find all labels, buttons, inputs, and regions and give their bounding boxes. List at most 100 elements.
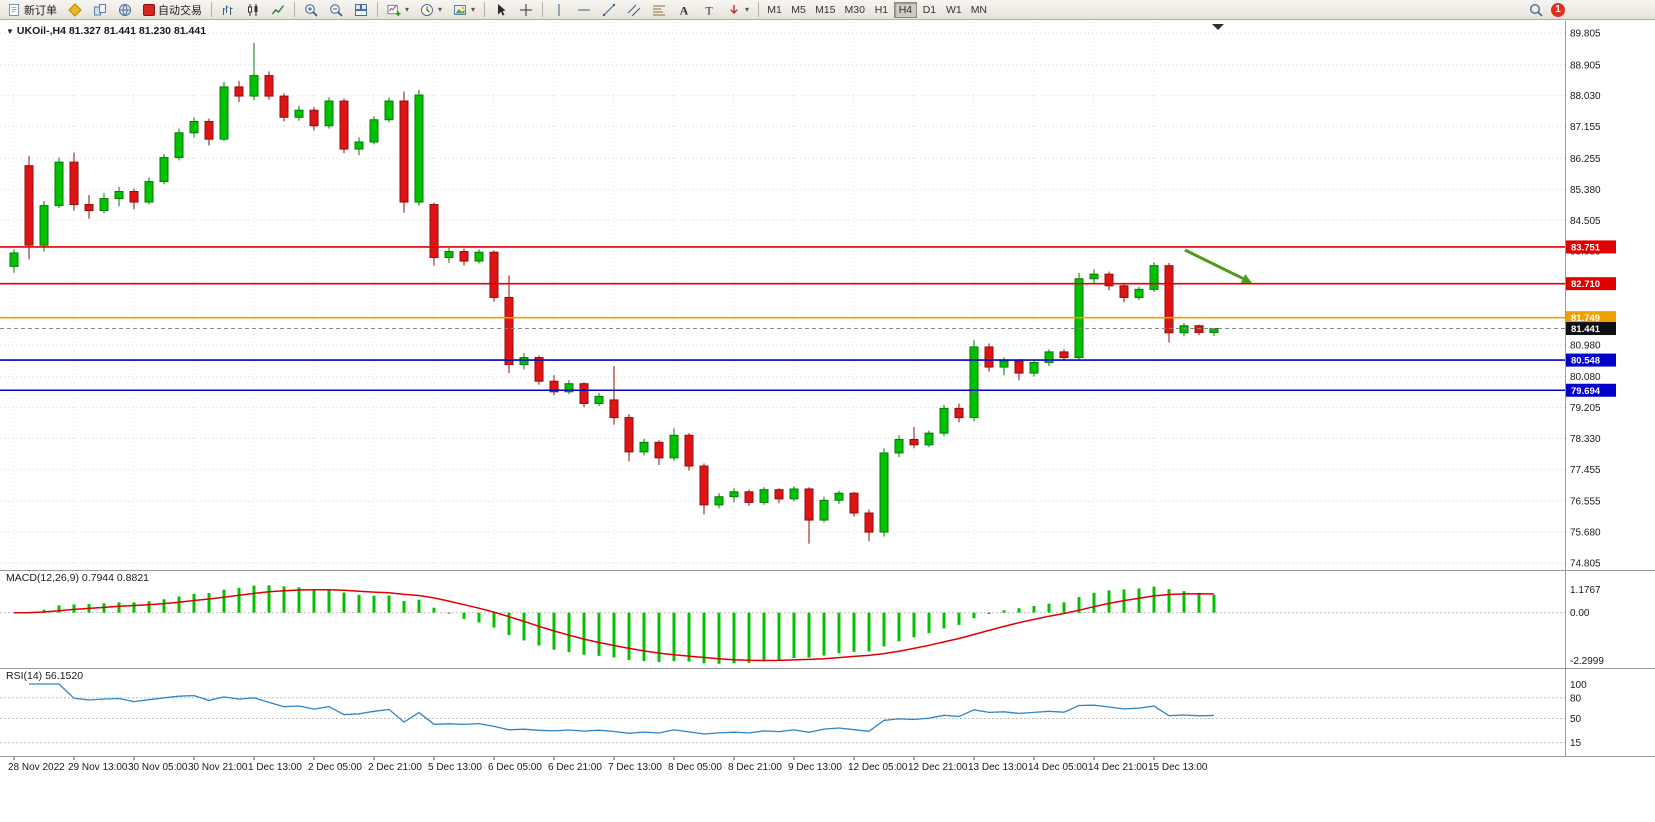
zoom-in-button[interactable]	[299, 1, 323, 18]
search-icon[interactable]	[1529, 3, 1543, 17]
trendline-tool-button[interactable]	[597, 1, 621, 18]
price-axis[interactable]: 89.805 88.905 88.030 87.155 86.255 85.380 84.5…	[1566, 29, 1616, 750]
vertical-line-icon	[558, 3, 560, 16]
timeframe-h1-button[interactable]: H1	[870, 2, 893, 18]
time-axis[interactable]: 28 Nov 2022 29 Nov 13:00 30 Nov 05:00 30 No…	[8, 756, 1208, 773]
channel-icon	[627, 4, 641, 16]
candlestick-chart-button[interactable]	[241, 1, 265, 18]
terminal-button[interactable]	[113, 1, 137, 18]
text-t-icon: T	[705, 3, 713, 17]
timeframe-h4-button[interactable]: H4	[893, 1, 917, 18]
svg-text:80.980: 80.980	[1570, 340, 1601, 351]
timeframe-w1-button[interactable]: W1	[942, 2, 966, 18]
svg-text:30 Nov 21:00: 30 Nov 21:00	[188, 762, 248, 773]
timeframe-m1-button[interactable]: M1	[763, 2, 786, 18]
svg-text:28 Nov 2022: 28 Nov 2022	[8, 762, 65, 773]
period-button[interactable]: ▾	[415, 1, 447, 18]
autotrading-label: 自动交易	[158, 4, 202, 17]
new-order-button[interactable]: 新订单	[2, 1, 62, 18]
svg-text:2 Dec 21:00: 2 Dec 21:00	[368, 762, 422, 773]
svg-text:9 Dec 13:00: 9 Dec 13:00	[788, 762, 842, 773]
timeframe-d1-button[interactable]: D1	[918, 2, 941, 18]
svg-text:81.441: 81.441	[1571, 324, 1601, 335]
candles-layer	[9, 24, 1224, 544]
tile-windows-button[interactable]	[349, 1, 373, 18]
macd-header: MACD(12,26,9) 0.7944 0.8821	[6, 572, 150, 584]
main-toolbar: 新订单 自动交易	[0, 0, 1655, 20]
fibonacci-tool-button[interactable]	[647, 1, 671, 18]
svg-text:7 Dec 13:00: 7 Dec 13:00	[608, 762, 662, 773]
autotrading-button[interactable]: 自动交易	[138, 1, 207, 18]
svg-text:88.030: 88.030	[1570, 91, 1601, 102]
chevron-down-icon: ▾	[405, 5, 410, 14]
svg-text:76.555: 76.555	[1570, 497, 1601, 508]
arrows-tool-button[interactable]: ▾	[722, 1, 754, 18]
svg-text:87.155: 87.155	[1570, 122, 1601, 133]
bar-chart-button[interactable]	[216, 1, 240, 18]
fibonacci-icon	[653, 5, 666, 15]
svg-text:8 Dec 05:00: 8 Dec 05:00	[668, 762, 722, 773]
navigator-button[interactable]	[88, 1, 112, 18]
svg-text:14 Dec 05:00: 14 Dec 05:00	[1028, 762, 1088, 773]
crosshair-tool-button[interactable]	[514, 1, 538, 18]
channel-tool-button[interactable]	[622, 1, 646, 18]
new-chart-button[interactable]: ▾	[382, 1, 414, 18]
template-button[interactable]: ▾	[448, 1, 480, 18]
svg-text:81.749: 81.749	[1571, 313, 1600, 324]
timeframe-m15-button[interactable]: M15	[811, 2, 839, 18]
toolbar-separator	[484, 2, 486, 17]
svg-text:15: 15	[1570, 738, 1582, 749]
svg-text:T: T	[705, 3, 713, 17]
zoom-out-button[interactable]	[324, 1, 348, 18]
timeframe-m30-button[interactable]: M30	[841, 2, 869, 18]
svg-text:5 Dec 13:00: 5 Dec 13:00	[428, 762, 482, 773]
svg-text:6 Dec 05:00: 6 Dec 05:00	[488, 762, 542, 773]
chart-title-text: UKOil-,H4 81.327 81.441 81.230 81.441	[16, 25, 207, 37]
timeframe-m5-button[interactable]: M5	[787, 2, 810, 18]
bar-chart-icon	[223, 5, 233, 15]
svg-text:83.751: 83.751	[1571, 242, 1601, 253]
zoom-out-icon	[330, 3, 343, 17]
trendline-icon	[602, 3, 616, 16]
price-level-lines[interactable]	[0, 246, 1565, 392]
one-click-trading-toggle-icon[interactable]: ▼	[6, 27, 14, 36]
market-watch-button[interactable]	[63, 1, 87, 18]
chevron-down-icon: ▾	[745, 5, 750, 14]
svg-text:84.505: 84.505	[1570, 216, 1601, 227]
navigator-icon	[94, 3, 106, 15]
svg-text:82.710: 82.710	[1571, 279, 1600, 290]
svg-text:2 Dec 05:00: 2 Dec 05:00	[308, 762, 362, 773]
vertical-line-tool-button[interactable]	[547, 1, 571, 18]
timeframe-mn-button[interactable]: MN	[967, 2, 991, 18]
text-tool-button[interactable]: A	[672, 1, 696, 18]
svg-text:79.205: 79.205	[1570, 403, 1601, 414]
notification-badge[interactable]: 1	[1551, 2, 1565, 17]
horizontal-line-icon	[578, 9, 591, 10]
text-label-tool-button[interactable]: T	[697, 1, 721, 18]
svg-text:6 Dec 21:00: 6 Dec 21:00	[548, 762, 602, 773]
panel-separators[interactable]	[0, 21, 1655, 757]
svg-text:75.680: 75.680	[1570, 528, 1601, 539]
svg-text:80.080: 80.080	[1570, 372, 1601, 383]
arrow-shape-icon	[730, 4, 738, 14]
svg-text:29 Nov 13:00: 29 Nov 13:00	[68, 762, 128, 773]
toolbar-right-group: 1	[1529, 2, 1565, 17]
cursor-icon	[498, 3, 506, 16]
svg-text:-2.2999: -2.2999	[1570, 656, 1604, 667]
market-watch-icon	[68, 2, 82, 17]
toolbar-separator	[377, 2, 378, 17]
toolbar-separator	[211, 2, 212, 17]
line-chart-button[interactable]	[266, 1, 290, 18]
crosshair-icon	[520, 3, 533, 16]
zoom-in-icon	[305, 3, 318, 17]
svg-text:78.330: 78.330	[1570, 434, 1601, 445]
horizontal-line-tool-button[interactable]	[572, 1, 596, 18]
svg-text:77.455: 77.455	[1570, 465, 1601, 476]
toolbar-separator	[542, 2, 544, 17]
trend-arrow-annotation[interactable]	[1184, 248, 1252, 284]
cursor-tool-button[interactable]	[489, 1, 513, 18]
svg-text:100: 100	[1570, 680, 1587, 691]
svg-text:80: 80	[1570, 693, 1582, 704]
